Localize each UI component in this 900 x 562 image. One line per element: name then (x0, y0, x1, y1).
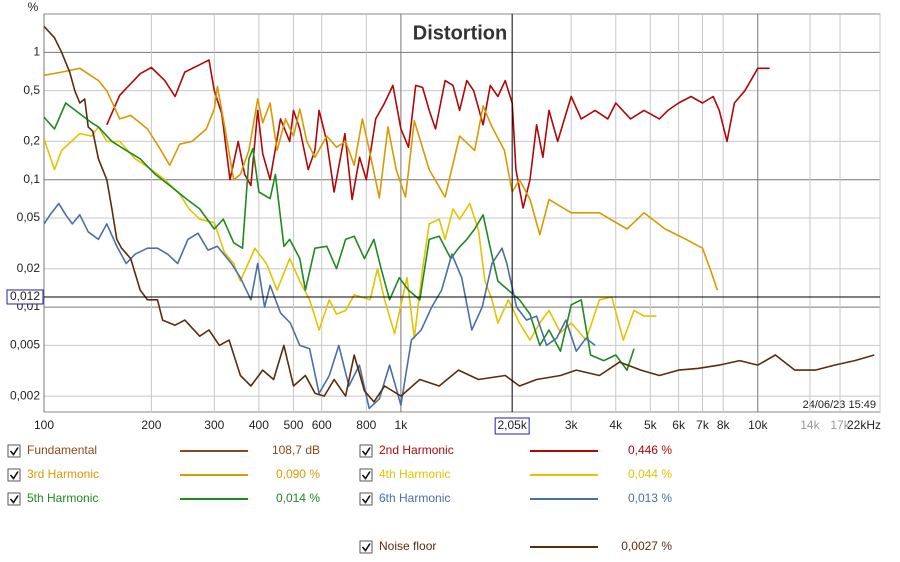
legend-readout: 0,013 % (628, 491, 672, 505)
y-tick-label: 0,5 (23, 83, 40, 97)
legend-readout: 0,014 % (276, 491, 320, 505)
y-tick-label: 0,05 (17, 210, 41, 224)
x-tick-label: 6k (672, 418, 686, 432)
checkbox-check (9, 471, 19, 480)
legend-readout: 0,446 % (628, 443, 672, 457)
legend-name: 5th Harmonic (27, 491, 98, 505)
legend-name: 2nd Harmonic (379, 443, 454, 457)
series-line (44, 25, 875, 403)
x-tick-label: 500 (283, 418, 303, 432)
x-tick-label: 17k (830, 418, 850, 432)
x-tick-label: 7k (696, 418, 710, 432)
legend-readout: 0,090 % (276, 467, 320, 481)
y-tick-label: 0,02 (17, 261, 41, 275)
x-tick-label: 4k (609, 418, 623, 432)
x-tick-label: 600 (312, 418, 332, 432)
legend-name: Fundamental (27, 443, 97, 457)
legend-checkbox[interactable] (7, 444, 21, 458)
cursor-y-label: 0,012 (10, 289, 40, 303)
legend-readout: 0,044 % (628, 467, 672, 481)
x-tick-label: 14k (800, 418, 820, 432)
x-tick-label: 400 (249, 418, 269, 432)
checkbox-check (361, 447, 371, 456)
x-tick-label: 22kHz (847, 418, 881, 432)
y-tick-label: 1 (33, 45, 40, 59)
series-line (44, 102, 635, 371)
chart-title: Distortion (413, 22, 507, 44)
cursor-x-box (494, 417, 530, 435)
series-line (44, 202, 596, 410)
cursor-x-label: 2,05k (497, 418, 527, 432)
x-tick-label: 3k (565, 418, 579, 432)
x-tick-label: 5k (644, 418, 658, 432)
y-unit: % (28, 0, 39, 14)
checkbox-check (361, 543, 371, 552)
x-tick-label: 300 (204, 418, 224, 432)
checkbox-check (9, 447, 19, 456)
legend-name: 4th Harmonic (379, 467, 450, 481)
checkbox-check (361, 495, 371, 504)
x-tick-label: 200 (141, 418, 161, 432)
legend-name: Noise floor (379, 539, 436, 553)
x-tick-label: 1k (395, 418, 409, 432)
legend-checkbox[interactable] (359, 492, 373, 506)
legend-name: 3rd Harmonic (27, 467, 99, 481)
x-tick-label: 10k (748, 418, 768, 432)
checkbox-check (361, 471, 371, 480)
y-tick-label: 0,005 (10, 338, 40, 352)
checkbox-check (9, 495, 19, 504)
legend-checkbox[interactable] (359, 444, 373, 458)
y-tick-label: 0,1 (23, 172, 40, 186)
cursor-y-box (6, 289, 44, 305)
y-tick-label: 0,2 (23, 134, 40, 148)
x-tick-label: 800 (356, 418, 376, 432)
timestamp: 24/06/23 15:49 (803, 399, 876, 411)
series-line (44, 67, 719, 291)
legend-checkbox[interactable] (7, 468, 21, 482)
legend-name: 6th Harmonic (379, 491, 450, 505)
legend-checkbox[interactable] (359, 540, 373, 554)
legend-checkbox[interactable] (7, 492, 21, 506)
series-line (106, 59, 770, 209)
series-line (44, 126, 657, 341)
legend-readout: 108,7 dB (272, 443, 320, 457)
x-tick-label: 100 (34, 418, 54, 432)
legend-checkbox[interactable] (359, 468, 373, 482)
legend-readout: 0,0027 % (621, 539, 672, 553)
x-tick-label: 8k (717, 418, 731, 432)
y-tick-label: 0,002 (10, 388, 40, 402)
